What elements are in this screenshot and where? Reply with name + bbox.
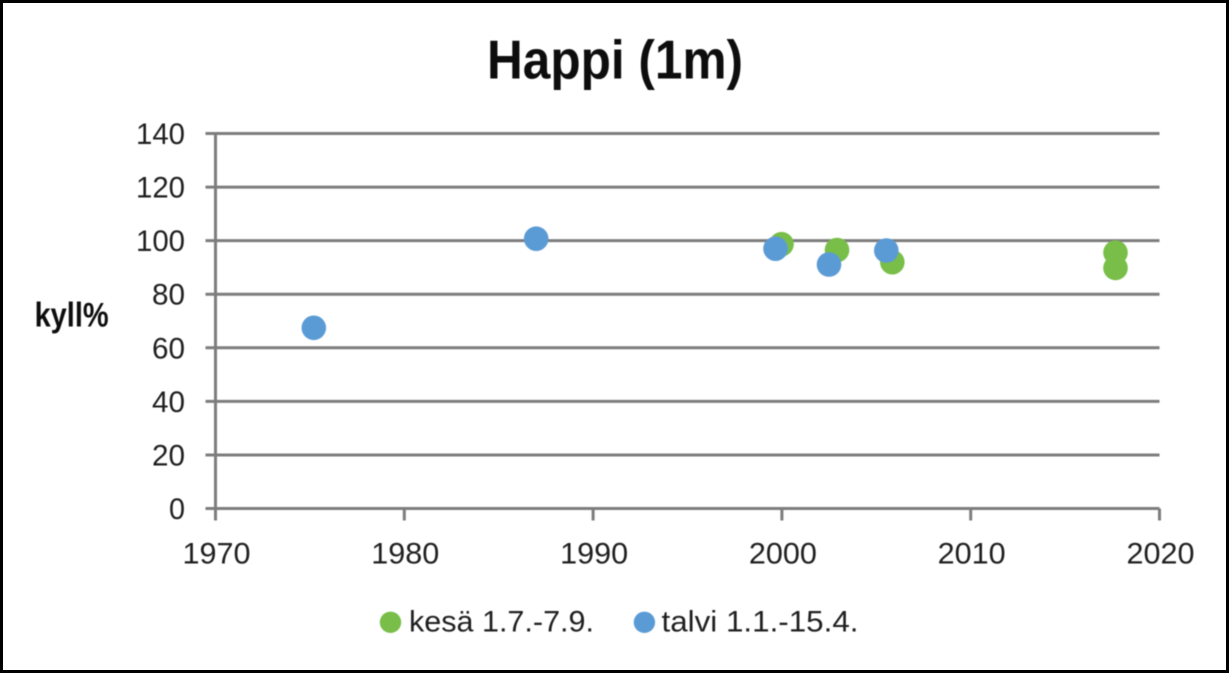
svg-text:140: 140 bbox=[136, 118, 185, 151]
svg-text:1970: 1970 bbox=[183, 538, 251, 571]
svg-text:120: 120 bbox=[136, 172, 185, 205]
svg-text:1980: 1980 bbox=[371, 538, 439, 571]
svg-text:kyll%: kyll% bbox=[35, 296, 109, 334]
svg-text:2020: 2020 bbox=[1127, 538, 1195, 571]
svg-text:0: 0 bbox=[169, 493, 185, 526]
svg-text:talvi 1.1.-15.4.: talvi 1.1.-15.4. bbox=[662, 606, 859, 639]
svg-text:40: 40 bbox=[152, 386, 185, 419]
svg-text:Happi (1m): Happi (1m) bbox=[487, 29, 743, 91]
svg-text:kesä 1.7.-7.9.: kesä 1.7.-7.9. bbox=[409, 606, 594, 639]
svg-text:60: 60 bbox=[152, 332, 185, 365]
svg-text:20: 20 bbox=[152, 440, 185, 473]
svg-text:1990: 1990 bbox=[560, 538, 628, 571]
svg-text:2010: 2010 bbox=[938, 538, 1006, 571]
svg-text:2000: 2000 bbox=[749, 538, 817, 571]
svg-text:80: 80 bbox=[152, 279, 185, 312]
svg-text:100: 100 bbox=[136, 225, 185, 258]
